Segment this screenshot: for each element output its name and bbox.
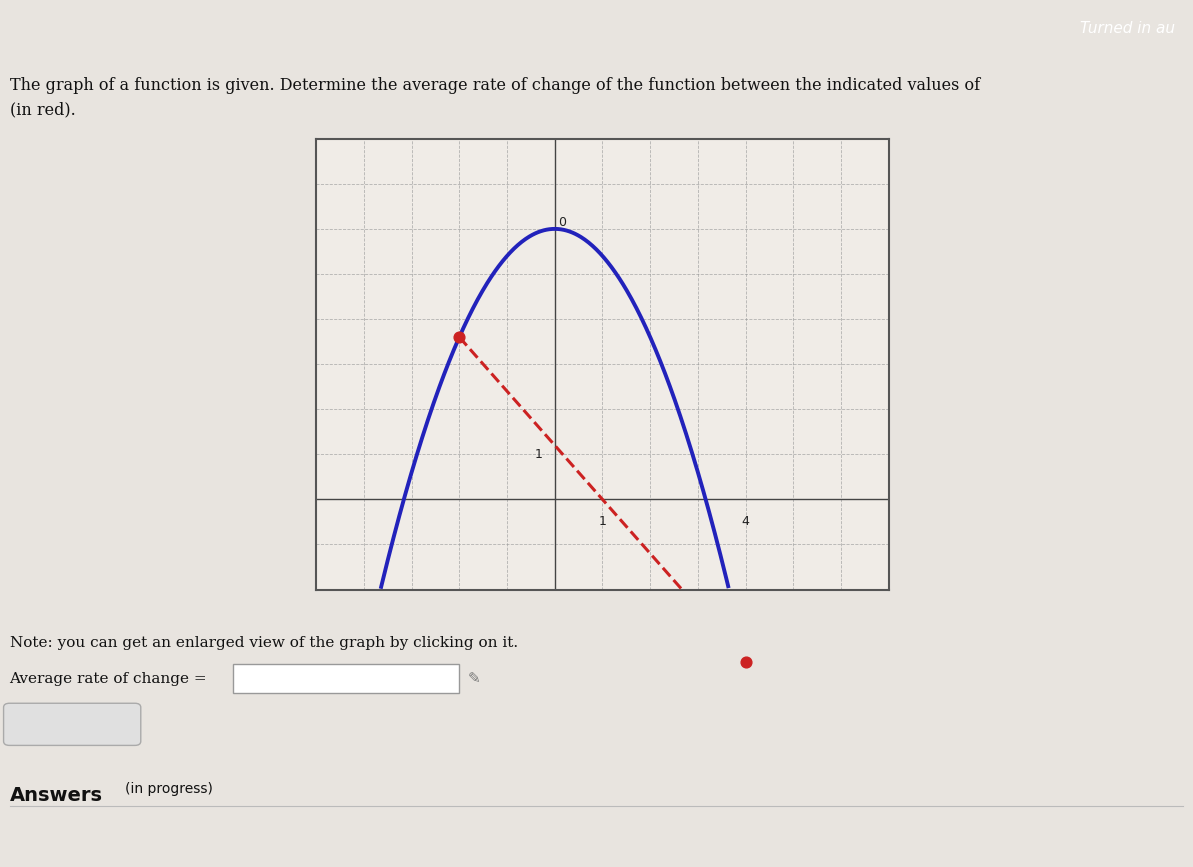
Text: (in red).: (in red). [10,101,75,118]
Text: (in progress): (in progress) [125,782,214,796]
Text: The graph of a function is given. Determine the average rate of change of the fu: The graph of a function is given. Determ… [10,76,979,94]
Text: 4: 4 [742,515,749,528]
Text: Average rate of change =: Average rate of change = [10,673,208,687]
FancyBboxPatch shape [233,664,459,693]
Text: Note: you can get an enlarged view of the graph by clicking on it.: Note: you can get an enlarged view of th… [10,636,518,650]
Text: 1: 1 [599,515,606,528]
Text: ✎: ✎ [468,671,481,687]
FancyBboxPatch shape [4,703,141,746]
Point [736,655,755,668]
Text: Submit answer: Submit answer [18,717,125,732]
Text: 1: 1 [534,448,543,460]
Text: Answers: Answers [10,786,103,805]
Text: 0: 0 [558,216,567,229]
Text: Turned in au: Turned in au [1080,21,1175,36]
Point [450,330,469,344]
